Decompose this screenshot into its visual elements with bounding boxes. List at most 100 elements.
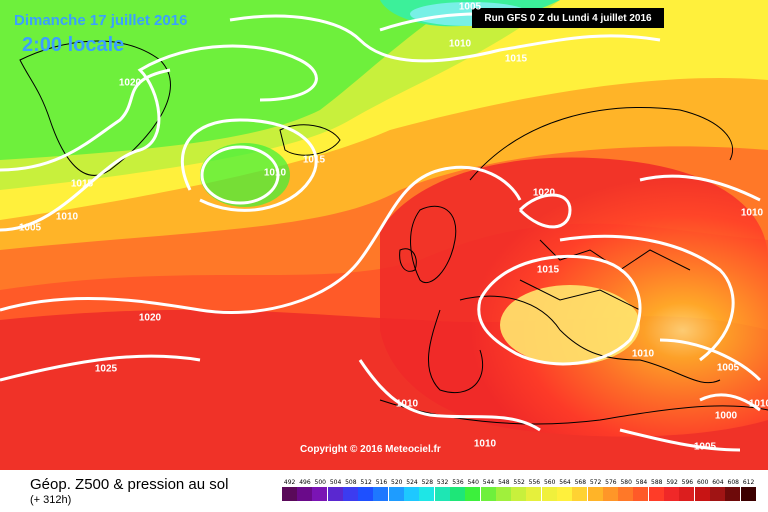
scale-step-swatch bbox=[664, 487, 681, 501]
isobar-label: 1010 bbox=[473, 438, 497, 450]
legend-title: Géop. Z500 & pression au sol bbox=[30, 476, 229, 493]
scale-step-label: 512 bbox=[360, 479, 372, 486]
scale-step-label: 596 bbox=[681, 479, 694, 486]
scale-step-label: 576 bbox=[605, 479, 617, 486]
scale-step: 552 bbox=[511, 478, 528, 501]
isobar-label: 1015 bbox=[536, 264, 560, 276]
isobar-label: 1010 bbox=[748, 398, 768, 410]
scale-step-label: 536 bbox=[452, 479, 464, 486]
forecast-time: 2:00 locale bbox=[22, 34, 125, 56]
scale-step-label: 504 bbox=[329, 479, 342, 486]
scale-step-swatch bbox=[434, 487, 451, 501]
scale-step-swatch bbox=[740, 487, 757, 501]
scale-step-label: 564 bbox=[559, 479, 571, 486]
field-europe-core bbox=[500, 285, 640, 365]
scale-step: 536 bbox=[449, 478, 466, 501]
scale-step-label: 544 bbox=[482, 479, 495, 486]
scale-step-label: 600 bbox=[696, 479, 709, 486]
scale-step-label: 584 bbox=[635, 479, 648, 486]
isobar-label: 1010 bbox=[448, 38, 472, 50]
scale-step: 528 bbox=[419, 478, 436, 501]
scale-step-swatch bbox=[465, 487, 482, 501]
scale-step: 496 bbox=[296, 478, 313, 501]
scale-step-label: 568 bbox=[574, 479, 587, 486]
scale-step-label: 516 bbox=[375, 479, 388, 486]
scale-step-swatch bbox=[572, 487, 589, 501]
scale-step-swatch bbox=[541, 487, 558, 501]
scale-step-label: 500 bbox=[314, 479, 326, 486]
scale-step: 572 bbox=[587, 478, 604, 501]
scale-step-label: 540 bbox=[467, 479, 479, 486]
isobar-label: 1000 bbox=[714, 410, 738, 422]
scale-step-swatch bbox=[495, 487, 512, 501]
scale-step-label: 604 bbox=[712, 479, 724, 486]
scale-step: 564 bbox=[557, 478, 573, 501]
scale-step: 544 bbox=[480, 478, 497, 501]
scale-step-swatch bbox=[373, 487, 390, 501]
scale-step-swatch bbox=[587, 487, 604, 501]
scale-step-swatch bbox=[419, 487, 436, 501]
scale-step-swatch bbox=[511, 487, 528, 501]
isobar-label: 1010 bbox=[740, 207, 764, 219]
scale-step: 492 bbox=[281, 478, 298, 501]
scale-step-label: 592 bbox=[666, 479, 678, 486]
scale-step: 608 bbox=[725, 478, 742, 501]
scale-step: 612 bbox=[740, 478, 757, 501]
scale-step: 524 bbox=[404, 478, 421, 501]
scale-step-swatch bbox=[404, 487, 421, 501]
isobar-label: 1025 bbox=[94, 363, 118, 375]
isobar-label: 1010 bbox=[55, 211, 79, 223]
isobar-label: 1010 bbox=[395, 398, 419, 410]
isobar-label: 1015 bbox=[504, 53, 528, 65]
scale-step: 600 bbox=[694, 478, 711, 501]
scale-step-swatch bbox=[557, 487, 573, 501]
scale-step: 500 bbox=[312, 478, 329, 501]
scale-step-label: 560 bbox=[543, 479, 556, 486]
isobar-label: 1005 bbox=[18, 222, 42, 234]
isobar-label: 1005 bbox=[693, 441, 717, 453]
scale-step-swatch bbox=[388, 487, 405, 501]
scale-step: 512 bbox=[358, 478, 375, 501]
scale-step-swatch bbox=[312, 487, 329, 501]
isobars bbox=[0, 12, 762, 452]
scale-step: 580 bbox=[618, 478, 635, 501]
scale-step-swatch bbox=[358, 487, 375, 501]
isobar-label: 1015 bbox=[302, 154, 326, 166]
scale-step-swatch bbox=[342, 487, 359, 501]
legend-subtitle: (+ 312h) bbox=[30, 494, 72, 506]
scale-step-label: 556 bbox=[528, 479, 541, 486]
scale-step: 540 bbox=[465, 478, 482, 501]
scale-step: 604 bbox=[709, 478, 726, 501]
scale-step: 588 bbox=[648, 478, 665, 501]
scale-step-swatch bbox=[281, 487, 298, 501]
isobar-label: 1015 bbox=[70, 178, 94, 190]
scale-step: 532 bbox=[434, 478, 451, 501]
scale-step-label: 552 bbox=[513, 479, 525, 486]
scale-step: 504 bbox=[327, 478, 344, 501]
isobar-label: 1020 bbox=[138, 312, 162, 324]
scale-step: 592 bbox=[664, 478, 681, 501]
scale-step: 568 bbox=[572, 478, 589, 501]
scale-step-swatch bbox=[296, 487, 313, 501]
isobar-label: 1005 bbox=[716, 362, 740, 374]
scale-step-label: 612 bbox=[742, 479, 755, 486]
scale-step-swatch bbox=[480, 487, 497, 501]
scale-step-label: 528 bbox=[421, 479, 434, 486]
scale-step-swatch bbox=[694, 487, 711, 501]
scale-step-swatch bbox=[648, 487, 665, 501]
scale-step: 508 bbox=[342, 478, 359, 501]
scale-step: 596 bbox=[679, 478, 696, 501]
scale-step-swatch bbox=[449, 487, 466, 501]
scale-step: 516 bbox=[373, 478, 390, 501]
scale-step-swatch bbox=[602, 487, 619, 501]
scale-step-label: 608 bbox=[727, 479, 739, 486]
copyright-text: Copyright © 2016 Meteociel.fr bbox=[300, 444, 441, 455]
forecast-date: Dimanche 17 juillet 2016 bbox=[14, 12, 188, 29]
scale-step-label: 588 bbox=[651, 479, 663, 486]
scale-step: 520 bbox=[388, 478, 405, 501]
scale-step-swatch bbox=[679, 487, 696, 501]
run-label: Run GFS 0 Z du Lundi 4 juillet 2016 bbox=[472, 8, 664, 28]
scale-step-label: 548 bbox=[498, 479, 510, 486]
scale-step-label: 496 bbox=[299, 479, 311, 486]
